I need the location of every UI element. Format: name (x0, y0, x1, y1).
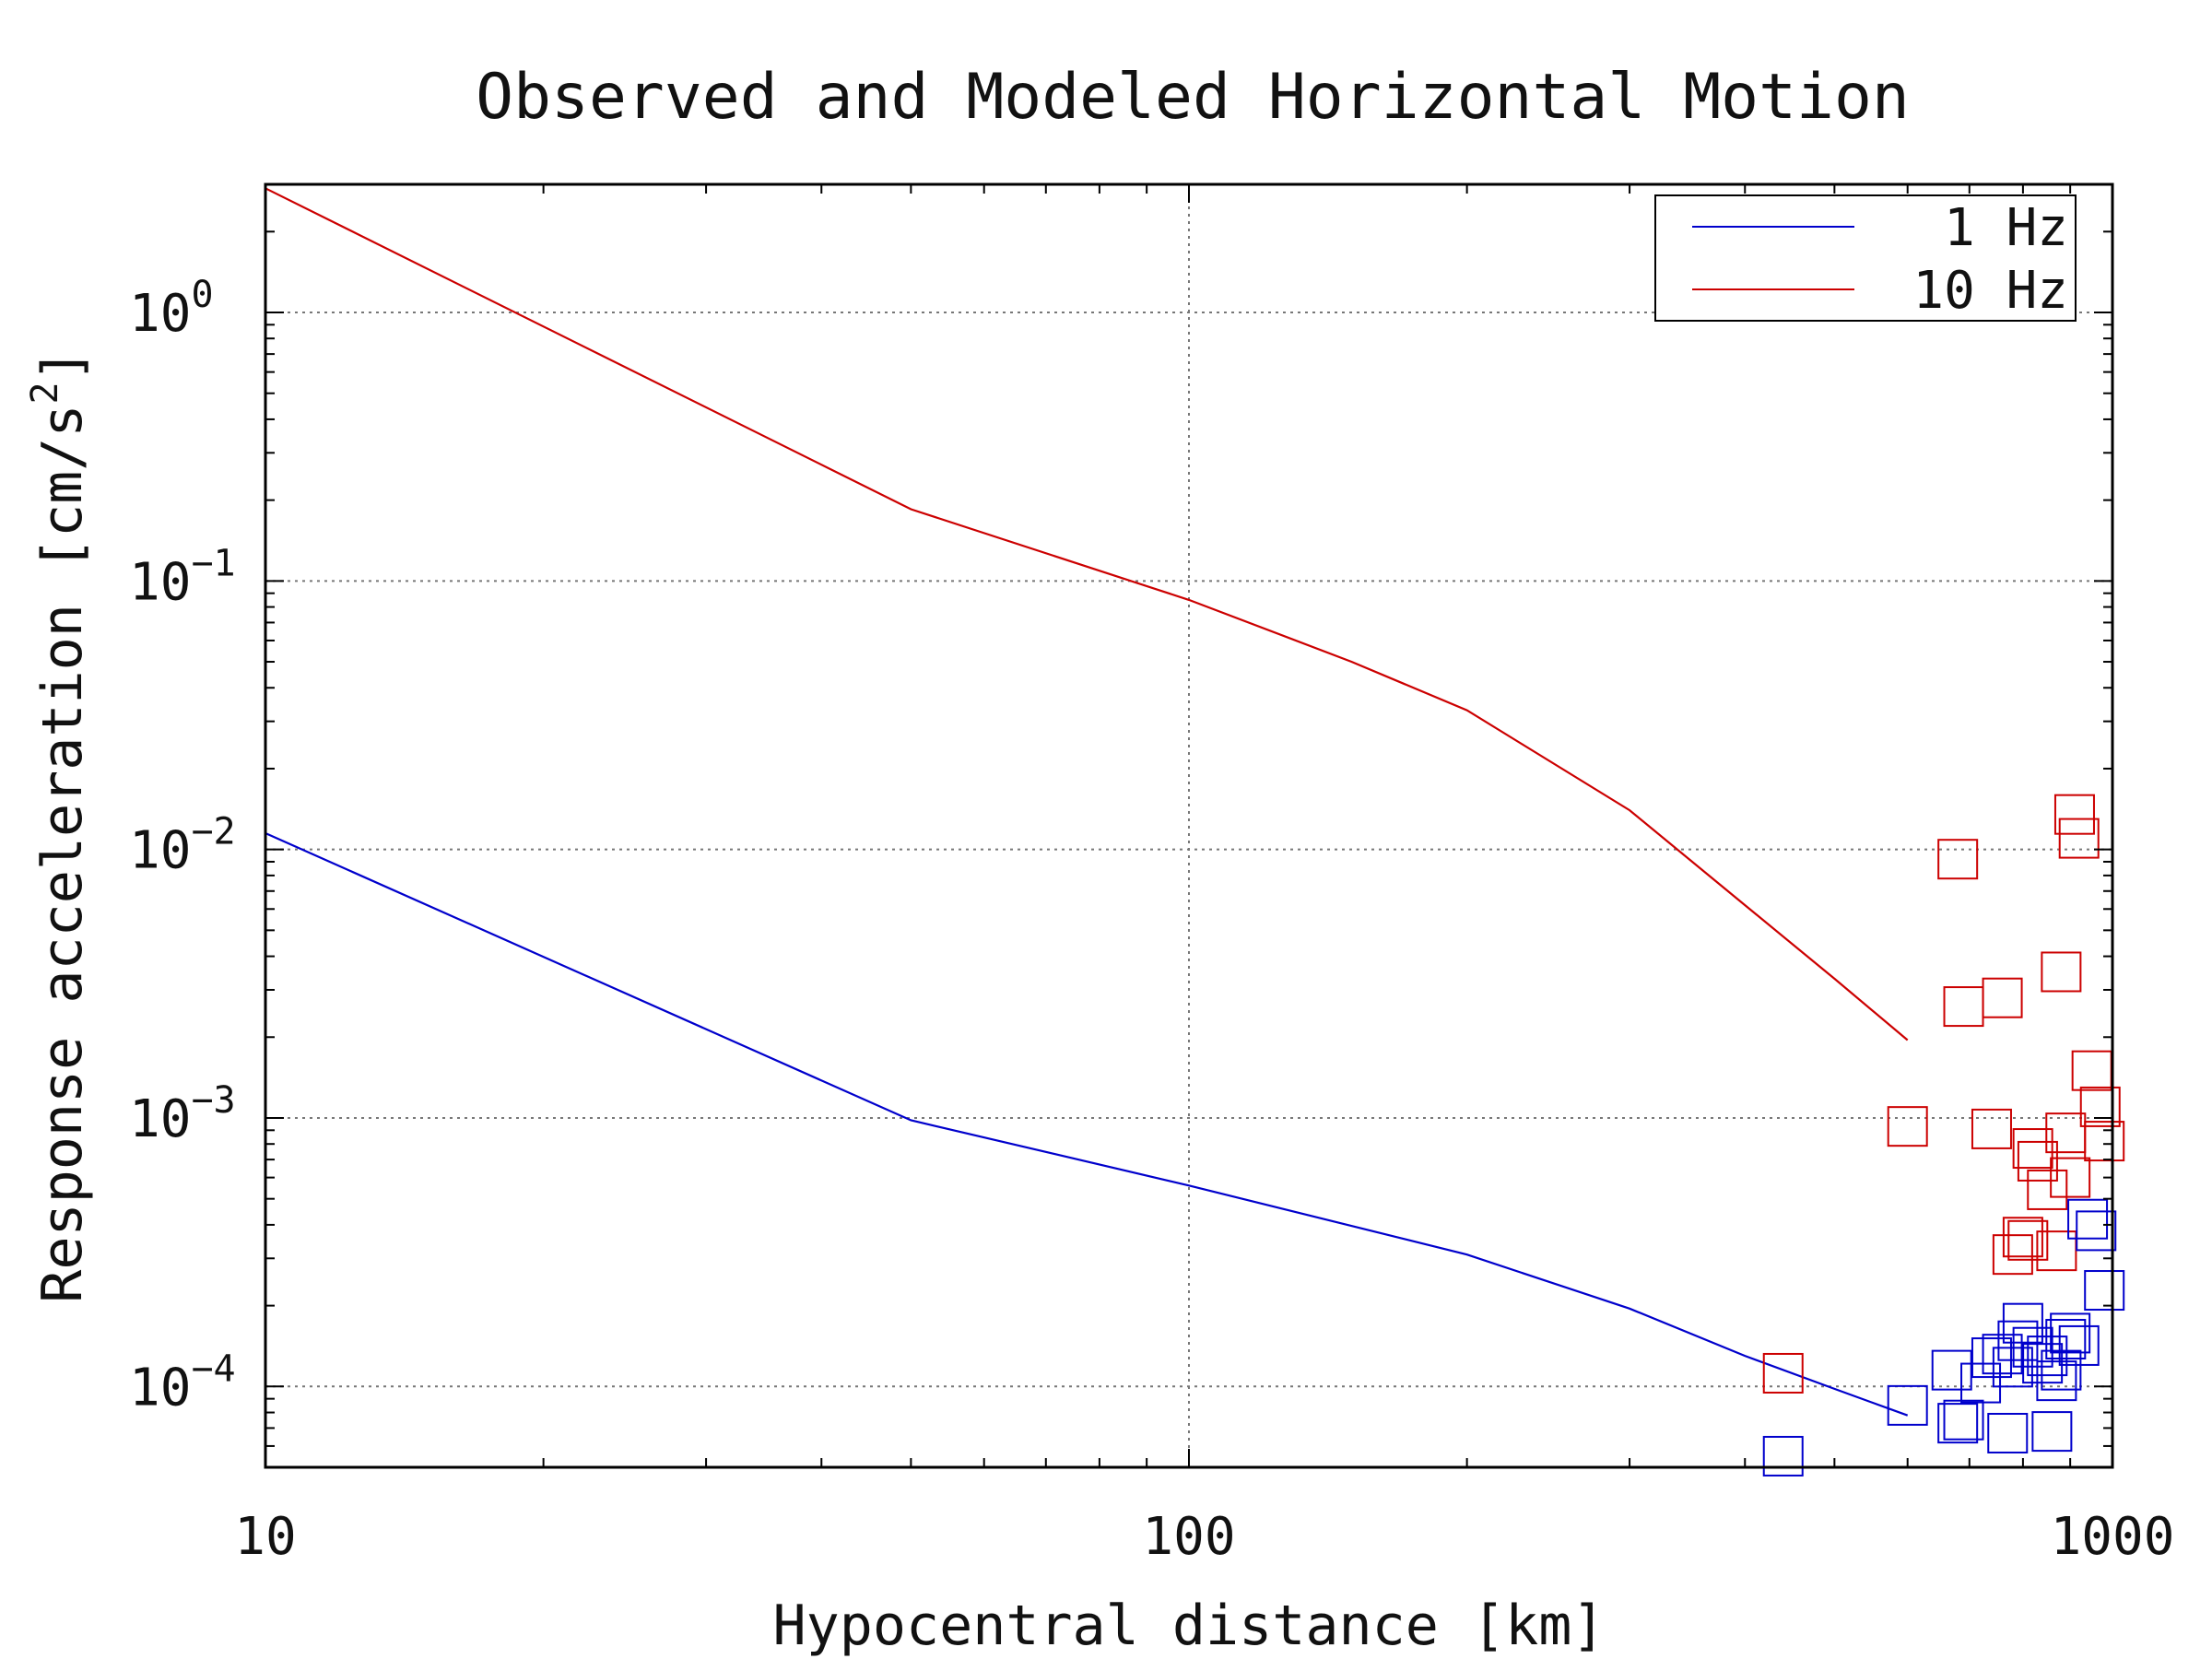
data-point (2050, 1157, 2091, 1198)
data-point (2071, 1050, 2112, 1091)
data-point (1762, 1352, 1804, 1394)
data-point (2058, 818, 2100, 859)
data-point (2007, 1219, 2049, 1261)
legend: 1 Hz 10 Hz (1654, 194, 2077, 322)
x-tick-labels: 10 100 1000 (234, 1507, 2174, 1567)
y-tick-exponent: −3 (191, 1079, 235, 1122)
data-point (1982, 1334, 2023, 1375)
y-tick-exponent: −1 (191, 542, 235, 584)
y-tick-base: 10 (129, 552, 191, 612)
data-point (2067, 1198, 2109, 1240)
x-tick-label: 10 (234, 1507, 296, 1567)
data-point (1887, 1106, 1928, 1147)
y-tick-label: 10−3 (129, 1079, 236, 1149)
data-point (1982, 977, 2023, 1018)
data-point (1997, 1320, 2039, 1361)
x-axis-label: Hypocentral distance [km] (772, 1594, 1605, 1658)
data-point (1987, 1412, 2029, 1453)
y-tick-exponent: −2 (191, 811, 235, 853)
data-point (1931, 1349, 1972, 1391)
y-axis-label-close: ] (30, 348, 95, 382)
data-point (2017, 1140, 2058, 1182)
data-point (1971, 1337, 2012, 1379)
data-point (2012, 1326, 2053, 1368)
series-line-10-hz (265, 187, 1909, 1041)
y-tick-base: 10 (129, 821, 191, 881)
y-axis-label-sup: 2 (24, 382, 66, 404)
data-point (1971, 1108, 2012, 1149)
data-point (2036, 1360, 2077, 1402)
y-tick-label: 10−4 (129, 1347, 236, 1418)
y-tick-base: 10 (129, 1358, 191, 1418)
data-point (2053, 794, 2095, 835)
data-point (1960, 1362, 2002, 1404)
data-point (1943, 1399, 1984, 1441)
plot-area (265, 187, 2125, 1477)
data-point (2041, 1349, 2082, 1391)
data-point (2041, 951, 2082, 993)
data-point (1992, 1234, 2033, 1276)
x-tick-label: 1000 (2051, 1507, 2175, 1567)
legend-box (1654, 194, 2077, 322)
legend-label-1hz: 1 Hz (1944, 198, 2068, 258)
data-point (2045, 1319, 2087, 1360)
data-point (2002, 1217, 2043, 1258)
data-point (1762, 1435, 1804, 1477)
data-point (2012, 1128, 2053, 1170)
y-tick-base: 10 (129, 284, 191, 344)
data-point (2058, 1324, 2100, 1366)
y-tick-label: 10−1 (129, 542, 236, 612)
data-point (1937, 839, 1979, 880)
x-tick-label: 100 (1142, 1507, 1235, 1567)
data-point (2084, 1270, 2125, 1312)
y-tick-label: 100 (129, 274, 214, 344)
data-point (2079, 1086, 2121, 1127)
data-point (1943, 986, 1984, 1028)
y-axis-label-main: Response acceleration [cm/s (30, 404, 95, 1302)
chart-title: Observed and Modeled Horizontal Motion (476, 61, 1910, 134)
legend-label-10hz: 10 Hz (1912, 261, 2068, 321)
grid (265, 184, 2112, 1467)
y-tick-label: 10−2 (129, 811, 236, 881)
y-tick-exponent: 0 (191, 274, 213, 316)
data-point (1887, 1384, 1928, 1426)
data-point (2031, 1411, 2073, 1453)
series-line-1-hz (265, 831, 1909, 1417)
data-point (2002, 1302, 2043, 1344)
data-point (2027, 1169, 2068, 1210)
axis-ticks (265, 183, 2112, 1468)
data-point (2084, 1121, 2125, 1162)
y-tick-base: 10 (129, 1089, 191, 1149)
data-point (2076, 1210, 2117, 1252)
y-axis-label: Response acceleration [cm/s2] (24, 348, 95, 1303)
data-point (1937, 1403, 1979, 1444)
y-tick-exponent: −4 (191, 1347, 235, 1390)
data-point (2050, 1312, 2091, 1354)
